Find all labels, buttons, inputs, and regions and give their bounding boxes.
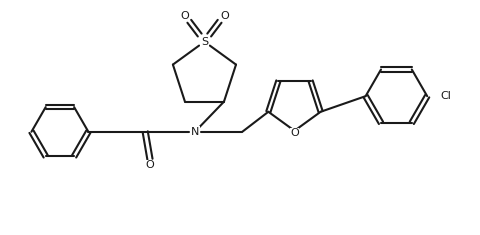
Text: O: O [180,11,189,21]
Text: S: S [201,37,208,47]
Text: O: O [220,11,229,21]
Text: O: O [290,128,299,138]
Text: Cl: Cl [441,91,451,101]
Text: N: N [191,127,199,137]
Text: O: O [145,160,155,170]
